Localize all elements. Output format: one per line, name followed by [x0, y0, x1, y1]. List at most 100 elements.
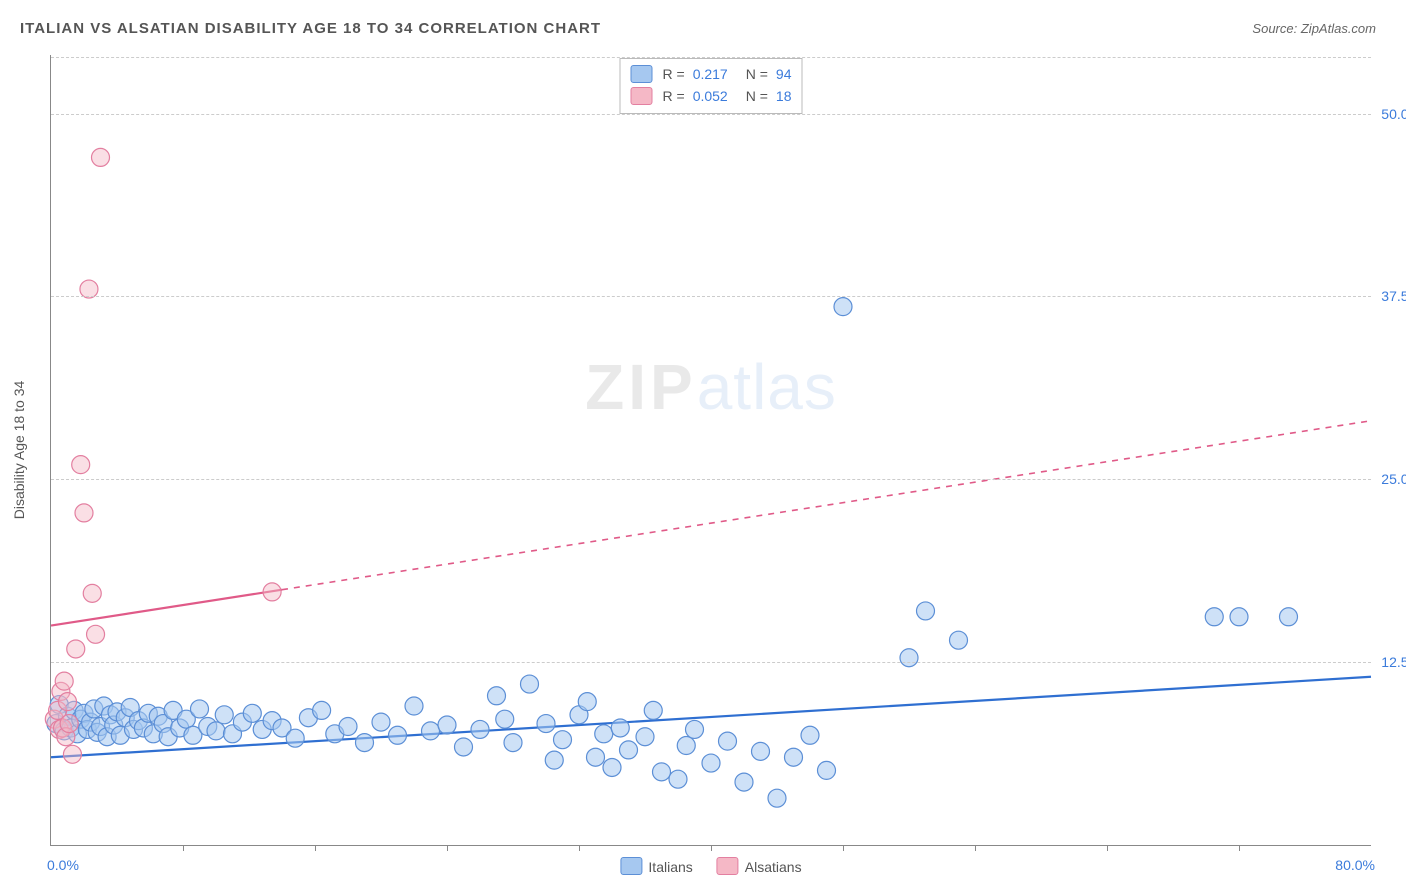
legend-r-value: 0.217: [693, 63, 728, 85]
data-point: [554, 731, 572, 749]
data-point: [611, 719, 629, 737]
data-point: [644, 701, 662, 719]
data-point: [286, 729, 304, 747]
data-point: [752, 742, 770, 760]
x-tick: [711, 845, 712, 851]
source-label: Source: ZipAtlas.com: [1252, 21, 1376, 36]
plot-area: Disability Age 18 to 34 ZIPatlas R =0.21…: [50, 55, 1371, 846]
legend-stats-box: R = 0.217 N = 94 R = 0.052 N = 18: [620, 58, 803, 114]
x-tick: [975, 845, 976, 851]
data-point: [60, 715, 78, 733]
data-point: [578, 693, 596, 711]
source-prefix: Source:: [1252, 21, 1297, 36]
y-axis-title: Disability Age 18 to 34: [11, 381, 27, 520]
data-point: [801, 726, 819, 744]
data-point: [59, 693, 77, 711]
data-point: [263, 583, 281, 601]
x-axis-min-label: 0.0%: [47, 857, 79, 873]
data-point: [339, 718, 357, 736]
data-point: [92, 148, 110, 166]
data-point: [636, 728, 654, 746]
chart-title: ITALIAN VS ALSATIAN DISABILITY AGE 18 TO…: [20, 20, 601, 37]
data-point: [405, 697, 423, 715]
x-tick: [315, 845, 316, 851]
data-point: [207, 722, 225, 740]
legend-label: Italians: [648, 859, 692, 875]
legend-item: Alsatians: [717, 857, 802, 875]
data-point: [537, 715, 555, 733]
legend-r-value: 0.052: [693, 85, 728, 107]
data-point: [719, 732, 737, 750]
legend-swatch: [717, 857, 739, 875]
legend-r-label: R =: [663, 85, 685, 107]
data-point: [55, 672, 73, 690]
data-point: [669, 770, 687, 788]
data-point: [488, 687, 506, 705]
data-point: [653, 763, 671, 781]
y-tick-label: 37.5%: [1371, 288, 1406, 304]
data-point: [80, 280, 98, 298]
legend-item: Italians: [620, 857, 692, 875]
data-point: [686, 720, 704, 738]
data-point: [785, 748, 803, 766]
data-point: [587, 748, 605, 766]
data-point: [67, 640, 85, 658]
data-point: [521, 675, 539, 693]
data-point: [950, 631, 968, 649]
data-point: [496, 710, 514, 728]
legend-n-value: 94: [776, 63, 792, 85]
title-bar: ITALIAN VS ALSATIAN DISABILITY AGE 18 TO…: [20, 20, 1376, 44]
x-tick: [1107, 845, 1108, 851]
legend-n-label: N =: [746, 63, 768, 85]
legend-stats-row: R = 0.052 N = 18: [631, 85, 792, 107]
y-tick-label: 25.0%: [1371, 471, 1406, 487]
data-point: [83, 584, 101, 602]
data-point: [900, 649, 918, 667]
data-point: [677, 737, 695, 755]
x-tick: [1239, 845, 1240, 851]
data-point: [372, 713, 390, 731]
data-point: [834, 298, 852, 316]
data-point: [735, 773, 753, 791]
legend-bottom: Italians Alsatians: [620, 857, 801, 875]
data-point: [389, 726, 407, 744]
legend-n-value: 18: [776, 85, 792, 107]
chart-svg: [51, 55, 1371, 845]
data-point: [422, 722, 440, 740]
legend-label: Alsatians: [745, 859, 802, 875]
y-tick-label: 12.5%: [1371, 654, 1406, 670]
data-point: [75, 504, 93, 522]
data-point: [455, 738, 473, 756]
data-point: [702, 754, 720, 772]
legend-n-label: N =: [746, 85, 768, 107]
source-value: ZipAtlas.com: [1301, 21, 1376, 36]
data-point: [545, 751, 563, 769]
gridline: [51, 479, 1371, 480]
data-point: [191, 700, 209, 718]
gridline: [51, 662, 1371, 663]
data-point: [504, 734, 522, 752]
data-point: [313, 701, 331, 719]
legend-swatch: [620, 857, 642, 875]
x-tick: [843, 845, 844, 851]
data-point: [603, 758, 621, 776]
legend-swatch: [631, 87, 653, 105]
x-tick: [447, 845, 448, 851]
data-point: [1230, 608, 1248, 626]
data-point: [87, 625, 105, 643]
legend-r-label: R =: [663, 63, 685, 85]
y-tick-label: 50.0%: [1371, 106, 1406, 122]
data-point: [438, 716, 456, 734]
gridline: [51, 57, 1371, 58]
data-point: [243, 704, 261, 722]
data-point: [471, 720, 489, 738]
data-point: [818, 761, 836, 779]
data-point: [768, 789, 786, 807]
legend-stats-row: R = 0.217 N = 94: [631, 63, 792, 85]
data-point: [215, 706, 233, 724]
x-tick: [183, 845, 184, 851]
data-point: [1280, 608, 1298, 626]
x-tick: [579, 845, 580, 851]
data-point: [595, 725, 613, 743]
data-point: [356, 734, 374, 752]
